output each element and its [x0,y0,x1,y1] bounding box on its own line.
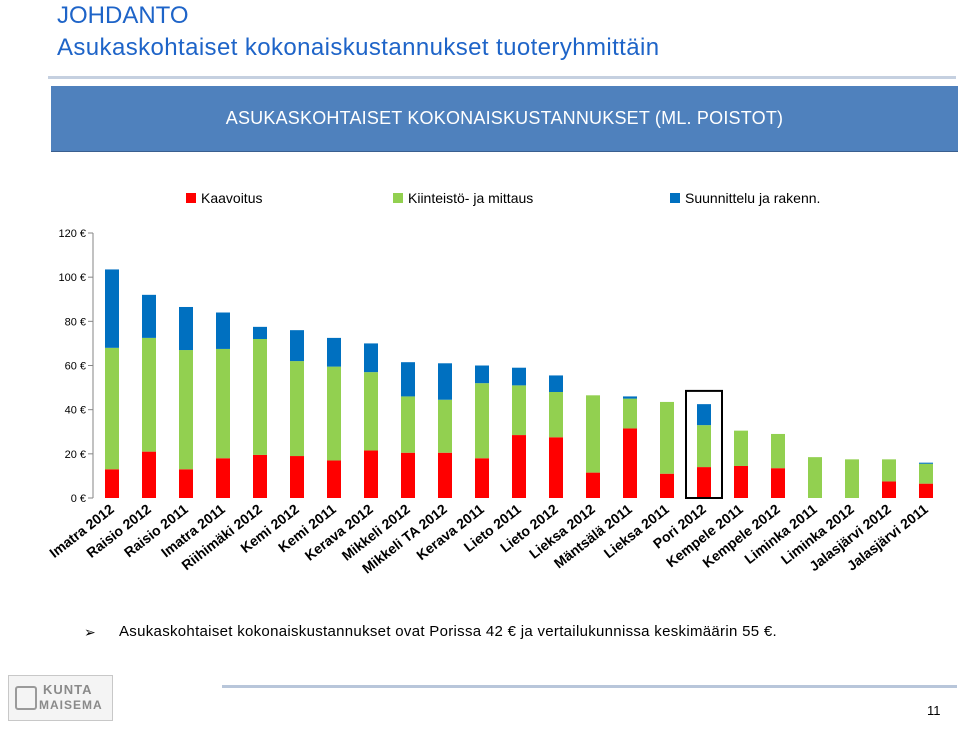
y-tick-label: 20 € [65,449,86,461]
y-tick-label: 100 € [58,272,86,284]
bar-segment [623,428,637,498]
bar-segment [142,294,156,338]
bar-segment [327,337,341,367]
bar-segment [401,452,415,498]
bar-segment [105,269,119,348]
logo-text-2: MAISEMA [39,698,103,712]
y-tick-label: 60 € [65,361,86,373]
bar-segment [734,430,748,466]
bar-segment [290,361,304,457]
bar-segment [105,347,119,470]
bar-segment [734,465,748,498]
bar-segment [179,350,193,470]
bar-segment [216,312,230,349]
bar-segment [142,337,156,452]
y-tick-label: 120 € [58,228,86,240]
kuntamaisema-logo: KUNTA MAISEMA [8,675,113,721]
title-divider [48,76,956,79]
logo-mark-icon [15,686,37,710]
bar-segment [882,459,896,482]
chart-title: ASUKASKOHTAISET KOKONAISKUSTANNUKSET (ML… [225,108,784,128]
bar-segment [919,483,933,498]
bar-segment [364,372,378,451]
summary-bullet: Asukaskohtaiset kokonaiskustannukset ova… [119,623,777,640]
bar-segment [697,425,711,468]
footer-divider [222,685,957,688]
bar-segment [401,396,415,453]
bar-segment [253,454,267,498]
bar-segment [919,462,933,464]
slide-title: Asukaskohtaiset kokonaiskustannukset tuo… [57,34,660,61]
bar-segment [845,459,859,498]
legend-swatch [393,193,403,203]
bar-segment [586,395,600,473]
bar-segment [327,460,341,498]
bar-segment [290,330,304,362]
bar-segment [475,365,489,384]
y-axis: 0 € 20 € 40 € 60 € 80 € 100 € 120 € [58,228,94,505]
bar-segment [512,385,526,436]
bar-segment [623,396,637,399]
bar-segment [882,481,896,498]
bar-segment [808,457,822,498]
bar-segment [401,362,415,397]
bar-segment [216,458,230,498]
bar-segment [549,375,563,392]
bar-segment [142,451,156,498]
bar-segment [253,339,267,455]
bar-segment [586,472,600,498]
y-tick-label: 80 € [65,316,86,328]
page-number: 11 [927,703,941,718]
y-tick-label: 40 € [65,405,86,417]
logo-text-1: KUNTA [43,682,93,697]
legend-swatch [186,193,196,203]
slide-section-title: JOHDANTO [57,2,189,29]
chart-legend: Kaavoitus Kiinteistö- ja mittaus Suunnitte… [186,190,820,206]
bar-segment [549,437,563,498]
legend-label: Suunnittelu ja rakenn. [685,190,820,206]
bullet-arrow-icon: ➢ [84,624,96,640]
bar-segment [660,473,674,498]
bar-segment [364,343,378,373]
bar-segment [364,450,378,498]
bar-segment [179,469,193,498]
bar-segment [327,366,341,461]
bar-segment [475,383,489,459]
y-tick-label: 0 € [71,493,86,505]
bar-segment [179,306,193,351]
bar-segment [475,458,489,498]
legend-label: Kiinteistö- ja mittaus [408,190,533,206]
bar-segment [549,392,563,438]
bar-segment [660,401,674,474]
bar-segment [438,452,452,498]
chart-title-banner: ASUKASKOHTAISET KOKONAISKUSTANNUKSET (ML… [51,86,958,151]
legend-swatch [670,193,680,203]
bar-segment [771,468,785,498]
bar-segment [697,404,711,426]
highlight-box [685,389,723,499]
bar-segment [253,326,267,339]
stacked-bar-chart: Kaavoitus Kiinteistö- ja mittaus Suunnitte… [46,190,933,577]
bar-segment [105,469,119,498]
bar-segment [290,456,304,498]
bar-segment [919,463,933,484]
bars-group [105,269,933,499]
bar-segment [623,398,637,429]
bar-segment [438,399,452,453]
legend-label: Kaavoitus [201,190,262,206]
bar-segment [512,435,526,498]
bar-segment [771,433,785,469]
bar-segment [697,467,711,498]
bar-segment [438,363,452,400]
bar-segment [216,348,230,459]
bar-segment [512,367,526,386]
